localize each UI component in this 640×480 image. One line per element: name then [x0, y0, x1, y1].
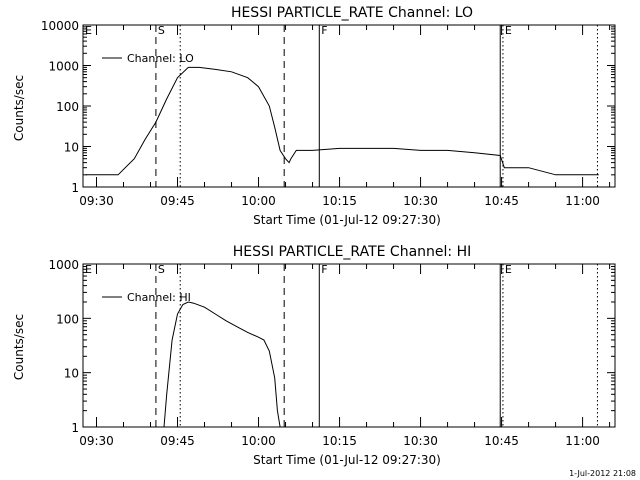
- x-tick-label: 09:30: [79, 194, 114, 208]
- legend: Channel: LO: [102, 52, 194, 65]
- marker-label: S: [158, 263, 165, 276]
- x-axis-label: Start Time (01-Jul-12 09:27:30): [253, 453, 441, 467]
- y-axis: 1 10 100 1000 10000: [41, 19, 615, 195]
- y-tick-label: 100: [56, 312, 79, 326]
- x-axis: 09:30 09:45 10:00 10:15 10:30 10:45 11:00: [79, 25, 611, 208]
- y-tick-label: 100: [56, 100, 79, 114]
- marker-label: F: [321, 263, 327, 276]
- plot-frame: [82, 263, 616, 428]
- y-tick-label: 1000: [48, 258, 79, 272]
- x-tick-label: 09:45: [160, 434, 195, 448]
- y-tick-label: 10: [64, 367, 79, 381]
- y-axis: 1 10 100 1000: [48, 258, 615, 435]
- x-axis: 09:30 09:45 10:00 10:15 10:30 10:45 11:00: [79, 264, 611, 448]
- y-tick-label: 10000: [41, 19, 79, 33]
- x-tick-label: 11:00: [565, 434, 600, 448]
- marker-label: S: [158, 24, 165, 37]
- x-tick-label: 10:00: [241, 194, 276, 208]
- x-tick-label: 10:30: [403, 434, 438, 448]
- x-axis-label: Start Time (01-Jul-12 09:27:30): [253, 213, 441, 227]
- y-axis-label: Counts/sec: [12, 75, 26, 141]
- marker-label: E: [505, 24, 512, 37]
- x-tick-label: 10:45: [484, 194, 519, 208]
- chart-panel-hi: HESSI PARTICLE_RATE Channel: HI E S F E 1 10…: [12, 244, 616, 467]
- legend-label: Channel: LO: [127, 52, 194, 65]
- chart-title: HESSI PARTICLE_RATE Channel: LO: [231, 5, 473, 21]
- chart-title: HESSI PARTICLE_RATE Channel: HI: [233, 244, 471, 260]
- timestamp: 1-Jul-2012 21:08: [569, 469, 636, 478]
- x-tick-label: 10:30: [403, 194, 438, 208]
- marker-label: F: [321, 24, 327, 37]
- x-tick-label: 09:30: [79, 434, 114, 448]
- series-line-lo: [85, 66, 599, 176]
- y-tick-label: 10: [64, 141, 79, 155]
- marker-label: E: [85, 24, 92, 37]
- y-tick-label: 1000: [48, 60, 79, 74]
- x-tick-label: 10:15: [322, 194, 357, 208]
- plot-frame: [82, 24, 616, 188]
- y-tick-label: 1: [71, 181, 79, 195]
- y-axis-label: Counts/sec: [12, 314, 26, 380]
- x-tick-label: 10:15: [322, 434, 357, 448]
- legend: Channel: HI: [102, 291, 191, 304]
- marker-label: E: [85, 263, 92, 276]
- chart-panel-lo: HESSI PARTICLE_RATE Channel: LO E S F E 1 10…: [12, 5, 616, 227]
- legend-label: Channel: HI: [127, 291, 191, 304]
- x-tick-label: 10:00: [241, 434, 276, 448]
- marker-label: E: [505, 263, 512, 276]
- y-tick-label: 1: [71, 421, 79, 435]
- x-tick-label: 10:45: [484, 434, 519, 448]
- series-line-hi: [163, 301, 281, 428]
- x-tick-label: 11:00: [565, 194, 600, 208]
- x-tick-label: 09:45: [160, 194, 195, 208]
